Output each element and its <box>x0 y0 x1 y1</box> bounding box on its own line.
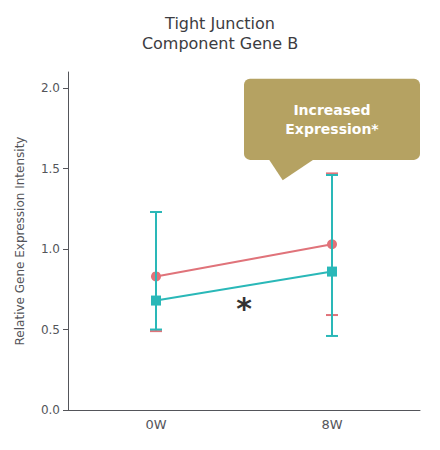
svg-text:Component Gene B: Component Gene B <box>142 34 298 53</box>
svg-text:Tight Junction: Tight Junction <box>164 14 275 33</box>
svg-text:1.0: 1.0 <box>41 242 60 256</box>
svg-text:*: * <box>236 291 252 326</box>
svg-text:0W: 0W <box>145 417 166 432</box>
svg-text:0.0: 0.0 <box>41 403 60 417</box>
svg-text:Increased: Increased <box>293 102 370 118</box>
svg-text:Relative Gene Expression Inten: Relative Gene Expression Intensity <box>13 137 27 346</box>
svg-text:2.0: 2.0 <box>41 81 60 95</box>
svg-text:8W: 8W <box>321 417 342 432</box>
svg-text:1.5: 1.5 <box>41 162 60 176</box>
svg-text:Expression*: Expression* <box>285 121 379 137</box>
svg-text:0.5: 0.5 <box>41 323 60 337</box>
